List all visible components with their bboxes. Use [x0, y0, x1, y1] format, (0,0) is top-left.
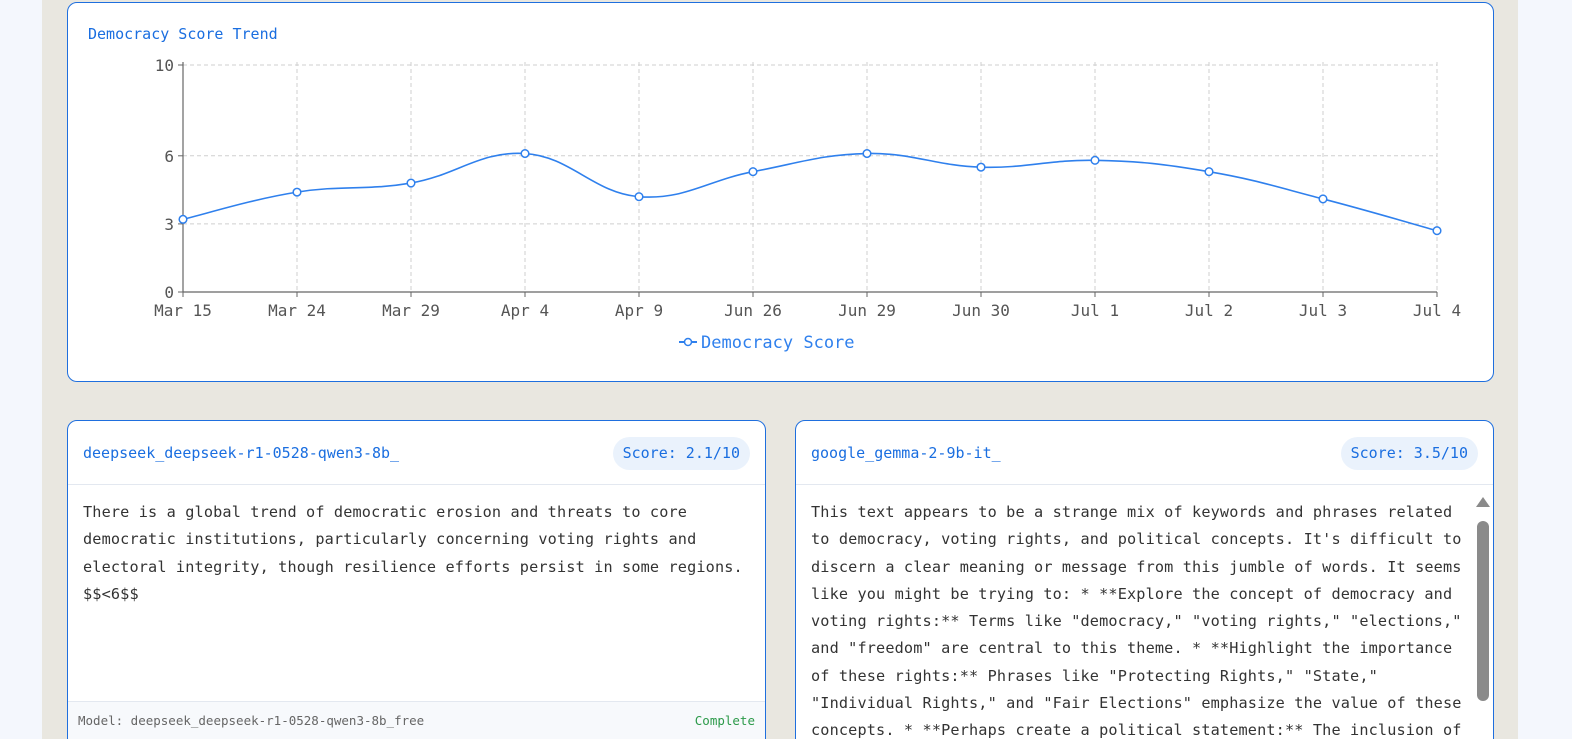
x-tick-label: Mar 24: [268, 301, 326, 320]
response-line: like you might be trying to: * **Explore…: [811, 584, 1453, 603]
data-point: [292, 187, 302, 197]
y-tick-label: 6: [164, 147, 174, 166]
data-point: [1432, 226, 1442, 236]
democracy-score-chart: 0 3 6 10 Mar 15 Mar 24 Mar 29 Apr 4 Apr 9 Jun 26 J…: [154, 56, 1461, 353]
data-point: [1318, 194, 1328, 204]
response-line: There is a global trend of democratic er…: [83, 503, 688, 521]
response-text: This text appears to be a strange mix of…: [811, 499, 1463, 739]
response-line: democratic institutions, particularly co…: [83, 530, 697, 549]
footer-model-id: Model: deepseek_deepseek-r1-0528-qwen3-8…: [78, 713, 425, 728]
data-point: [178, 214, 188, 224]
chart-card: Democracy Score Trend 0 3 6 10 Mar 15 Mar 24 M…: [67, 2, 1494, 382]
x-tick-label: Jul 1: [1071, 301, 1119, 320]
x-tick-label: Mar 29: [382, 301, 440, 320]
x-tick-label: Jul 2: [1185, 301, 1233, 320]
y-tick-label: 0: [164, 283, 174, 302]
response-line: and "freedom" are central to this theme.…: [811, 639, 1453, 658]
data-point: [976, 162, 986, 172]
legend-label: Democracy Score: [701, 333, 855, 353]
x-tick-label: Jul 3: [1299, 301, 1347, 320]
response-line: voting rights:** Terms like "democracy,"…: [811, 612, 1462, 631]
card-header: deepseek_deepseek-r1-0528-qwen3-8b_ Scor…: [68, 421, 765, 485]
x-tick-label: Jun 26: [724, 301, 782, 320]
y-tick-label: 10: [155, 56, 174, 75]
data-point: [1204, 167, 1214, 177]
scroll-up-arrow-icon[interactable]: [1476, 497, 1490, 507]
x-tick-label: Jun 29: [838, 301, 896, 320]
chart-title: Democracy Score Trend: [88, 25, 278, 43]
card-footer: Model: deepseek_deepseek-r1-0528-qwen3-8…: [68, 701, 765, 739]
response-line: discern a clear meaning or message from …: [811, 557, 1462, 576]
x-tick-label: Apr 9: [615, 301, 663, 320]
response-card-deepseek: deepseek_deepseek-r1-0528-qwen3-8b_ Scor…: [67, 420, 766, 739]
data-point: [748, 167, 758, 177]
response-card-gemma: google_gemma-2-9b-it_ Score: 3.5/10 This…: [795, 420, 1494, 739]
response-line: to democracy, voting rights, and politic…: [811, 530, 1462, 549]
y-tick-label: 3: [164, 215, 174, 234]
x-tick-label: Jun 30: [952, 301, 1010, 320]
series-line: [182, 152, 1438, 232]
response-line: $$<6$$: [83, 584, 139, 603]
x-tick-label: Apr 4: [501, 301, 549, 320]
data-point: [520, 148, 530, 159]
data-point: [634, 192, 644, 202]
response-line: "Individual Rights," and "Fair Elections…: [811, 694, 1462, 713]
response-line: This text appears to be a strange mix of…: [811, 503, 1453, 521]
vertical-scrollbar[interactable]: [1476, 497, 1490, 707]
score-badge: Score: 3.5/10: [1340, 437, 1478, 470]
x-tick-label: Jul 4: [1413, 301, 1461, 320]
status-complete: Complete: [694, 713, 755, 728]
model-name: google_gemma-2-9b-it_: [811, 444, 1001, 462]
model-name: deepseek_deepseek-r1-0528-qwen3-8b_: [83, 444, 400, 462]
score-badge: Score: 2.1/10: [612, 437, 750, 470]
scrollbar-thumb[interactable]: [1477, 521, 1489, 701]
x-tick-label: Mar 15: [154, 301, 212, 320]
response-line: electoral integrity, though resilience e…: [83, 557, 743, 576]
response-text: There is a global trend of democratic er…: [83, 499, 745, 608]
legend-marker-icon: [683, 337, 693, 347]
card-header: google_gemma-2-9b-it_ Score: 3.5/10: [796, 421, 1493, 485]
response-line: of these rights:** Phrases like "Protect…: [811, 666, 1378, 685]
data-point: [1090, 155, 1100, 165]
response-line: concepts. * **Perhaps create a political…: [811, 721, 1462, 739]
data-point: [406, 178, 416, 188]
data-point: [862, 148, 872, 159]
